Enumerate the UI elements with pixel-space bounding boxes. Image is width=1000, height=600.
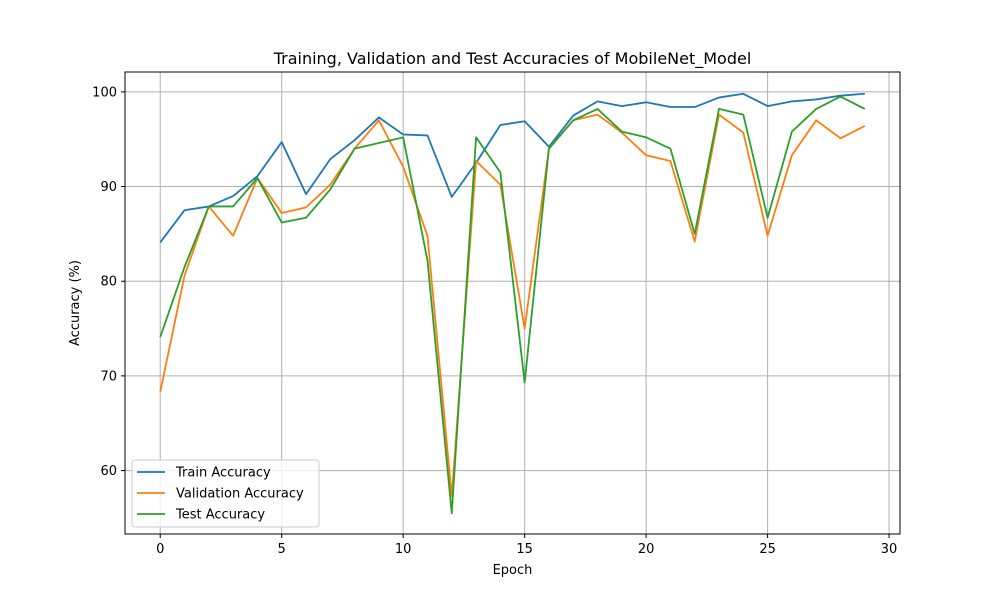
- x-tick-label: 0: [156, 542, 164, 557]
- test-accuracy-line: [159, 95, 866, 515]
- plot-frame: [124, 71, 901, 535]
- y-axis-ticks: 60 70 80 90 100: [92, 85, 125, 479]
- legend-label-test-accuracy: Test Accuracy: [175, 508, 265, 523]
- legend-label-validation-accuracy: Validation Accuracy: [176, 487, 304, 502]
- y-tick-label: 80: [100, 275, 117, 290]
- x-axis-ticks: 0 5 10 15 20 25 30: [156, 534, 897, 557]
- x-tick-label: 10: [395, 542, 412, 557]
- x-tick-label: 20: [638, 542, 655, 557]
- legend: Train Accuracy Validation Accuracy Test Ac…: [131, 459, 320, 528]
- y-tick-label: 60: [100, 464, 117, 479]
- y-tick-label: 90: [100, 180, 117, 195]
- validation-accuracy-line: [159, 113, 866, 498]
- legend-label-train-accuracy: Train Accuracy: [175, 466, 271, 481]
- x-axis-label: Epoch: [493, 563, 533, 578]
- y-axis-label: Accuracy (%): [68, 260, 83, 346]
- train-accuracy-line: [159, 92, 865, 243]
- x-tick-label: 5: [278, 542, 286, 557]
- x-tick-label: 15: [516, 542, 533, 557]
- y-tick-label: 70: [100, 369, 117, 384]
- chart-title: Training, Validation and Test Accuracies…: [273, 49, 752, 69]
- x-tick-label: 30: [881, 542, 898, 557]
- x-tick-label: 25: [759, 542, 776, 557]
- y-tick-label: 100: [92, 85, 117, 100]
- legend-box: [131, 459, 320, 528]
- series-lines: [159, 92, 866, 515]
